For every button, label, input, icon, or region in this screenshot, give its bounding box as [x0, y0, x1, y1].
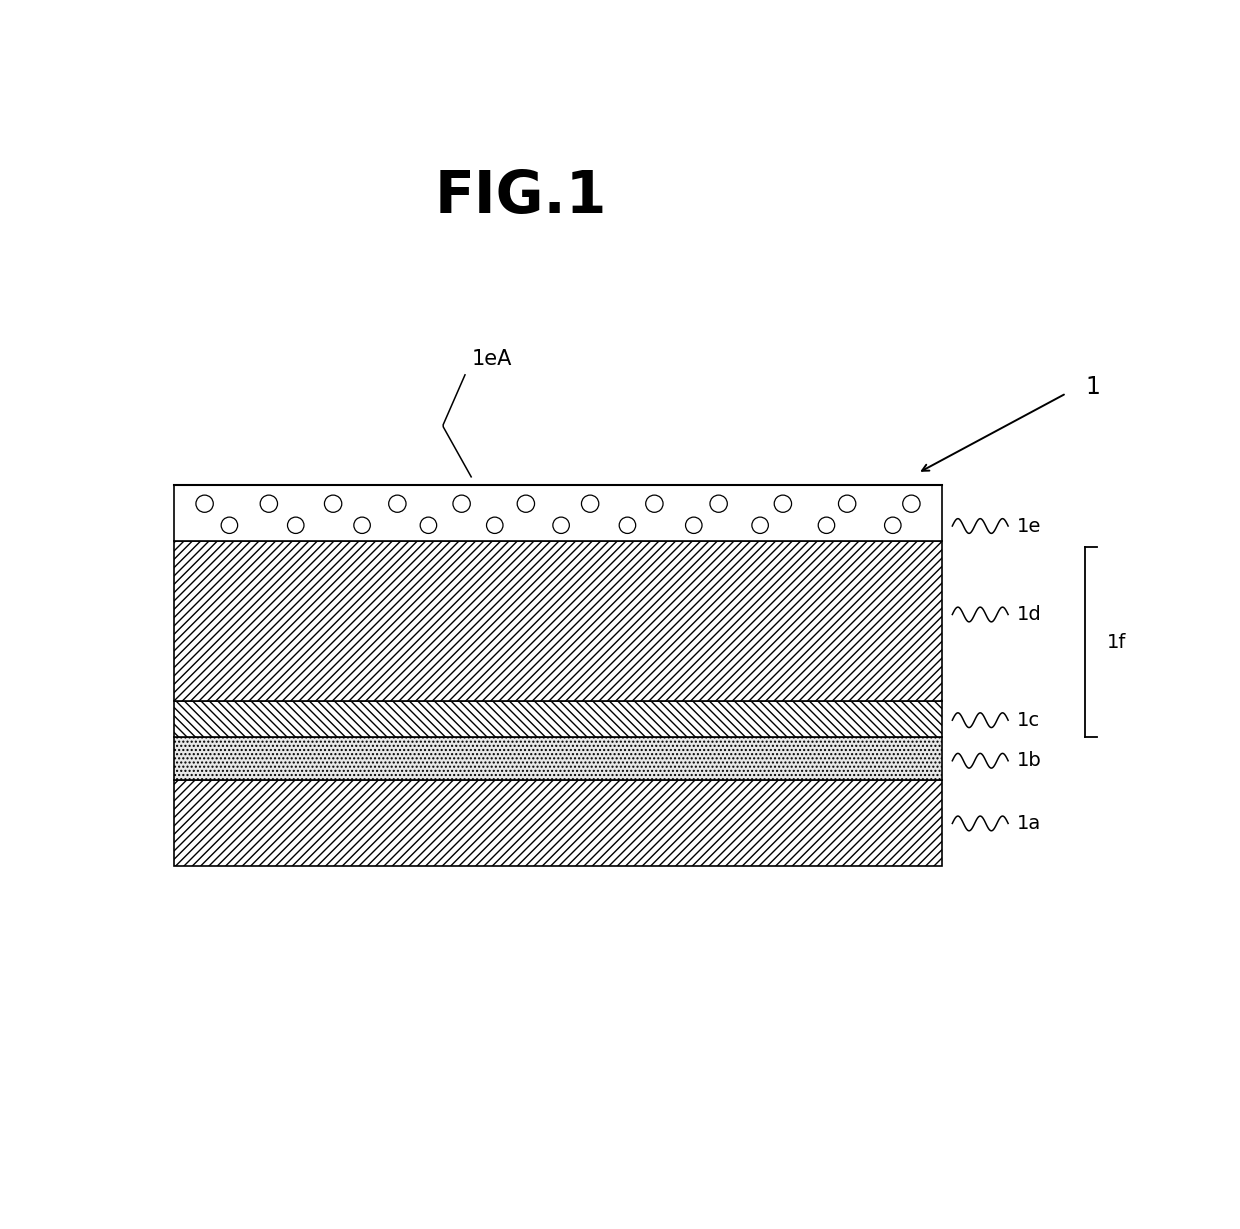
- Circle shape: [288, 517, 304, 533]
- Circle shape: [486, 517, 503, 533]
- Text: 1b: 1b: [1017, 751, 1042, 771]
- Circle shape: [196, 495, 213, 512]
- Circle shape: [903, 495, 920, 512]
- Text: FIG.1: FIG.1: [434, 168, 608, 225]
- Circle shape: [388, 495, 405, 512]
- Circle shape: [646, 495, 663, 512]
- Circle shape: [774, 495, 791, 512]
- Circle shape: [582, 495, 599, 512]
- Circle shape: [619, 517, 636, 533]
- Circle shape: [711, 495, 728, 512]
- Circle shape: [884, 517, 901, 533]
- Text: 1eA: 1eA: [471, 349, 512, 369]
- Text: 1e: 1e: [1017, 516, 1042, 536]
- Circle shape: [260, 495, 278, 512]
- Circle shape: [420, 517, 436, 533]
- Circle shape: [517, 495, 534, 512]
- Circle shape: [686, 517, 702, 533]
- Text: 1a: 1a: [1017, 814, 1042, 833]
- Bar: [174, 737, 942, 780]
- Circle shape: [325, 495, 342, 512]
- Bar: [174, 780, 942, 866]
- Circle shape: [353, 517, 371, 533]
- Circle shape: [221, 517, 238, 533]
- Circle shape: [751, 517, 769, 533]
- Bar: [174, 701, 942, 737]
- Circle shape: [818, 517, 835, 533]
- Text: 1d: 1d: [1017, 605, 1042, 624]
- Bar: [174, 485, 942, 541]
- Bar: [174, 541, 942, 701]
- Circle shape: [838, 495, 856, 512]
- Text: 1f: 1f: [1107, 633, 1127, 651]
- Circle shape: [453, 495, 470, 512]
- Text: 1c: 1c: [1017, 710, 1040, 730]
- Circle shape: [553, 517, 569, 533]
- Text: 1: 1: [1085, 375, 1100, 399]
